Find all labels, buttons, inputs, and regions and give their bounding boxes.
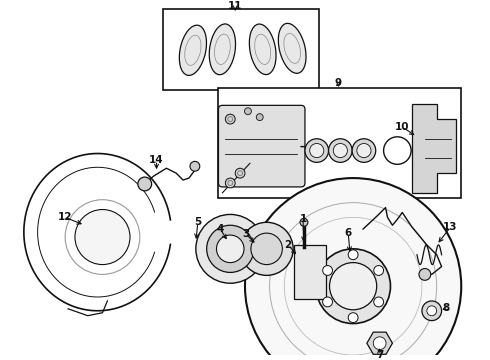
Circle shape (305, 139, 329, 162)
Circle shape (330, 262, 377, 310)
Circle shape (235, 168, 245, 178)
Circle shape (374, 266, 384, 275)
Circle shape (190, 161, 200, 171)
Circle shape (300, 219, 308, 226)
Circle shape (322, 266, 333, 275)
Text: 11: 11 (228, 1, 243, 11)
Ellipse shape (278, 23, 306, 73)
Ellipse shape (249, 24, 276, 75)
Ellipse shape (179, 25, 206, 76)
Text: 6: 6 (344, 228, 352, 238)
Circle shape (217, 235, 244, 262)
Circle shape (322, 297, 333, 307)
Text: 12: 12 (58, 212, 73, 222)
Circle shape (251, 233, 282, 265)
Text: 2: 2 (285, 240, 292, 250)
Circle shape (352, 139, 376, 162)
Circle shape (348, 313, 358, 323)
Text: 4: 4 (217, 224, 224, 234)
Ellipse shape (209, 24, 236, 75)
Circle shape (333, 144, 347, 158)
Text: 7: 7 (376, 350, 383, 360)
Text: 10: 10 (395, 122, 410, 132)
Text: 13: 13 (443, 222, 458, 232)
Circle shape (245, 108, 251, 115)
Circle shape (245, 178, 461, 360)
Circle shape (65, 200, 140, 274)
Circle shape (373, 337, 386, 350)
Circle shape (240, 222, 293, 275)
Text: 9: 9 (335, 78, 342, 88)
Circle shape (422, 301, 441, 321)
Circle shape (427, 306, 437, 316)
Polygon shape (412, 104, 456, 193)
Bar (164, 9, 318, 90)
Text: 14: 14 (149, 156, 164, 165)
Bar (219, 87, 461, 198)
Circle shape (225, 114, 235, 124)
Circle shape (75, 210, 130, 265)
Circle shape (348, 250, 358, 260)
Circle shape (138, 177, 151, 191)
Text: 5: 5 (194, 217, 201, 227)
Text: 8: 8 (443, 303, 450, 313)
Circle shape (196, 215, 265, 283)
Circle shape (419, 269, 431, 280)
Circle shape (374, 297, 384, 307)
Circle shape (225, 178, 235, 188)
Circle shape (329, 139, 352, 162)
Text: 3: 3 (243, 229, 249, 239)
FancyBboxPatch shape (219, 105, 305, 187)
Bar (294, 245, 325, 299)
Circle shape (256, 114, 263, 121)
Circle shape (310, 144, 324, 158)
Text: 1: 1 (299, 214, 307, 224)
Circle shape (207, 225, 254, 273)
Circle shape (316, 249, 391, 324)
Circle shape (357, 144, 371, 158)
